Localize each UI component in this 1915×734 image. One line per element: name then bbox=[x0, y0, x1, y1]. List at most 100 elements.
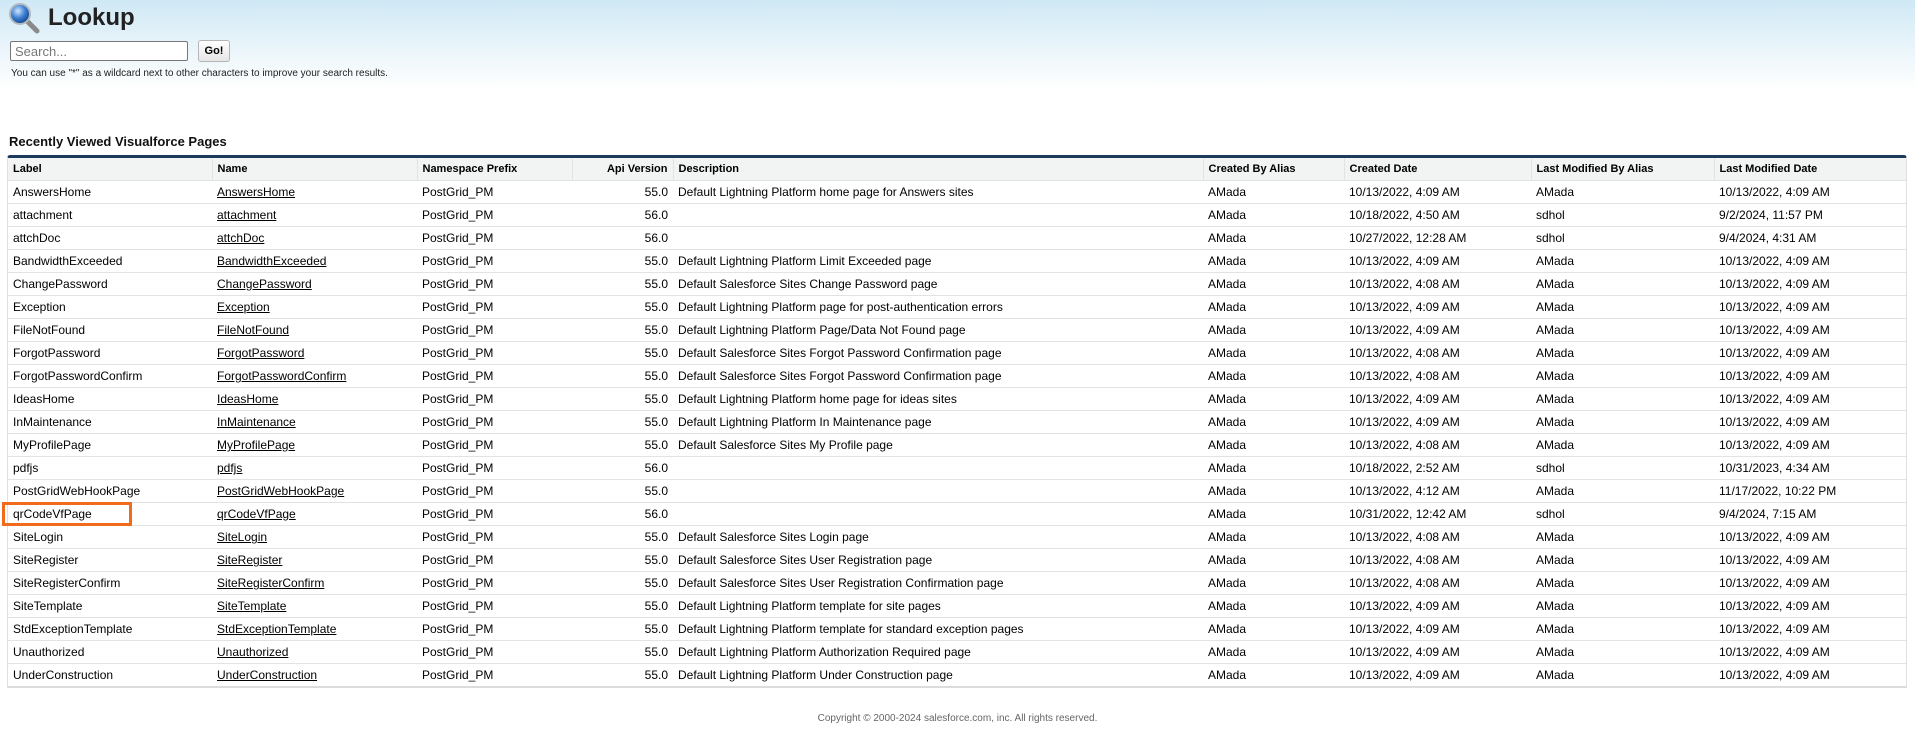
page-name-link[interactable]: attchDoc bbox=[217, 231, 265, 245]
column-header-last-modified-by-alias[interactable]: Last Modified By Alias bbox=[1530, 158, 1714, 181]
cell-namespace-prefix: PostGrid_PM bbox=[417, 272, 572, 296]
column-header-created-by-alias[interactable]: Created By Alias bbox=[1202, 158, 1344, 181]
page-name-link[interactable]: StdExceptionTemplate bbox=[217, 622, 337, 636]
cell-created-date: 10/13/2022, 4:09 AM bbox=[1344, 640, 1531, 664]
cell-created-date: 10/13/2022, 4:08 AM bbox=[1344, 548, 1531, 572]
column-header-description[interactable]: Description bbox=[672, 158, 1203, 181]
cell-namespace-prefix: PostGrid_PM bbox=[417, 410, 572, 434]
cell-created-date: 10/13/2022, 4:09 AM bbox=[1344, 180, 1531, 204]
cell-namespace-prefix: PostGrid_PM bbox=[417, 433, 572, 457]
cell-label: ForgotPassword bbox=[8, 341, 212, 365]
cell-last-modified-by-alias: AMada bbox=[1531, 433, 1714, 457]
table-row: BandwidthExceeded BandwidthExceeded PostGr… bbox=[8, 249, 1906, 273]
cell-created-by-alias: AMada bbox=[1203, 364, 1344, 388]
search-input[interactable] bbox=[10, 41, 188, 61]
cell-created-by-alias: AMada bbox=[1203, 203, 1344, 227]
go-button[interactable]: Go! bbox=[198, 40, 230, 62]
cell-last-modified-by-alias: sdhol bbox=[1531, 203, 1714, 227]
cell-api-version: 55.0 bbox=[572, 433, 673, 457]
page-name-link[interactable]: Unauthorized bbox=[217, 645, 289, 659]
cell-label: UnderConstruction bbox=[13, 668, 114, 682]
cell-label: InMaintenance bbox=[8, 410, 212, 434]
page-name-link[interactable]: SiteLogin bbox=[217, 530, 268, 544]
cell-name: FileNotFound bbox=[212, 318, 417, 342]
cell-created-by-alias: AMada bbox=[1203, 387, 1344, 411]
cell-api-version: 55.0 bbox=[572, 341, 673, 365]
column-header-last-modified-date[interactable]: Last Modified Date bbox=[1713, 158, 1906, 181]
page-name-link[interactable]: SiteRegisterConfirm bbox=[217, 576, 325, 590]
column-header-namespace-prefix[interactable]: Namespace Prefix bbox=[416, 158, 572, 181]
cell-name: attchDoc bbox=[212, 226, 417, 250]
cell-label: BandwidthExceeded bbox=[8, 249, 212, 273]
page-name-link[interactable]: SiteRegister bbox=[217, 553, 283, 567]
cell-last-modified-date: 10/13/2022, 4:09 AM bbox=[1714, 640, 1906, 664]
page-name-link[interactable]: ChangePassword bbox=[217, 277, 312, 291]
page-name-link[interactable]: InMaintenance bbox=[217, 415, 296, 429]
cell-created-by-alias: AMada bbox=[1203, 548, 1344, 572]
cell-description: Default Salesforce Sites Change Password… bbox=[673, 272, 1203, 296]
cell-created-by-alias: AMada bbox=[1208, 668, 1247, 682]
cell-last-modified-by-alias: AMada bbox=[1531, 617, 1714, 641]
cell-description bbox=[673, 502, 1203, 526]
page-name-link[interactable]: MyProfilePage bbox=[217, 438, 296, 452]
cell-created-date: 10/13/2022, 4:08 AM bbox=[1344, 272, 1531, 296]
cell-last-modified-date: 10/13/2022, 4:09 AM bbox=[1714, 548, 1906, 572]
page-name-link[interactable]: qrCodeVfPage bbox=[217, 507, 296, 521]
cell-created-date: 10/13/2022, 4:08 AM bbox=[1344, 571, 1531, 595]
page-name-link[interactable]: Exception bbox=[217, 300, 270, 314]
cell-name: MyProfilePage bbox=[212, 433, 417, 457]
cell-last-modified-by-alias: AMada bbox=[1531, 525, 1714, 549]
page-name-link[interactable]: FileNotFound bbox=[217, 323, 290, 337]
column-header-name[interactable]: Name bbox=[211, 158, 417, 181]
table-row: MyProfilePage MyProfilePage PostGrid_PM 55.… bbox=[8, 433, 1906, 457]
table-row: attachment attachment PostGrid_PM 56.0 AMada… bbox=[8, 203, 1906, 227]
page-name-link[interactable]: ForgotPasswordConfirm bbox=[217, 369, 347, 383]
column-header-label[interactable]: Label bbox=[8, 158, 212, 181]
page-name-link[interactable]: ForgotPassword bbox=[217, 346, 305, 360]
cell-api-version: 56.0 bbox=[572, 456, 673, 480]
page-name-link[interactable]: AnswersHome bbox=[217, 185, 296, 199]
page-name-link[interactable]: PostGridWebHookPage bbox=[217, 484, 345, 498]
cell-namespace-prefix: PostGrid_PM bbox=[417, 617, 572, 641]
cell-last-modified-date: 10/13/2022, 4:09 AM bbox=[1714, 594, 1906, 618]
page-name-link[interactable]: pdfjs bbox=[217, 461, 243, 475]
cell-api-version: 56.0 bbox=[572, 502, 673, 526]
column-header-api-version[interactable]: Api Version bbox=[571, 158, 673, 181]
page-name-link[interactable]: BandwidthExceeded bbox=[217, 254, 327, 268]
cell-api-version: 55.0 bbox=[572, 249, 673, 273]
cell-last-modified-date: 10/13/2022, 4:09 AM bbox=[1714, 272, 1906, 296]
cell-namespace-prefix: PostGrid_PM bbox=[417, 249, 572, 273]
cell-name: pdfjs bbox=[212, 456, 417, 480]
table-row: pdfjs pdfjs PostGrid_PM 56.0 AMada 10/18/2022… bbox=[8, 456, 1906, 480]
page-name-link[interactable]: SiteTemplate bbox=[217, 599, 287, 613]
cell-name: Unauthorized bbox=[212, 640, 417, 664]
cell-created-by-alias: AMada bbox=[1203, 295, 1344, 319]
cell-namespace-prefix: PostGrid_PM bbox=[417, 456, 572, 480]
cell-name: StdExceptionTemplate bbox=[212, 617, 417, 641]
table-row: InMaintenance InMaintenance PostGrid_PM 55.… bbox=[8, 410, 1906, 434]
cell-description: Default Lightning Platform Limit Exceede… bbox=[673, 249, 1203, 273]
cell-namespace-prefix: PostGrid_PM bbox=[417, 387, 572, 411]
cell-created-by-alias: AMada bbox=[1203, 594, 1344, 618]
page-name-link[interactable]: UnderConstruction bbox=[217, 668, 318, 682]
page-name-link[interactable]: attachment bbox=[217, 208, 277, 222]
cell-created-date: 10/18/2022, 2:52 AM bbox=[1344, 456, 1531, 480]
cell-label: SiteRegister bbox=[8, 548, 212, 572]
cell-namespace-prefix: PostGrid_PM bbox=[417, 640, 572, 664]
table-row: Unauthorized Unauthorized PostGrid_PM 55.0 D… bbox=[8, 640, 1906, 664]
page-name-link[interactable]: IdeasHome bbox=[217, 392, 279, 406]
cell-created-by-alias: AMada bbox=[1203, 640, 1344, 664]
column-header-created-date[interactable]: Created Date bbox=[1343, 158, 1531, 181]
cell-namespace-prefix: PostGrid_PM bbox=[417, 571, 572, 595]
cell-api-version: 55.0 bbox=[572, 180, 673, 204]
cell-namespace-prefix: PostGrid_PM bbox=[417, 525, 572, 549]
cell-last-modified-date: 10/13/2022, 4:09 AM bbox=[1714, 249, 1906, 273]
header-background bbox=[0, 0, 1915, 90]
page-header: Lookup bbox=[8, 2, 135, 34]
cell-last-modified-by-alias: AMada bbox=[1531, 571, 1714, 595]
table-row: attchDoc attchDoc PostGrid_PM 56.0 AMada 10/2… bbox=[8, 226, 1906, 250]
cell-namespace-prefix: PostGrid_PM bbox=[417, 295, 572, 319]
cell-api-version: 56.0 bbox=[572, 203, 673, 227]
cell-created-date: 10/13/2022, 4:09 AM bbox=[1344, 410, 1531, 434]
table-row: AnswersHome AnswersHome PostGrid_PM 55.0 Def… bbox=[8, 180, 1906, 204]
